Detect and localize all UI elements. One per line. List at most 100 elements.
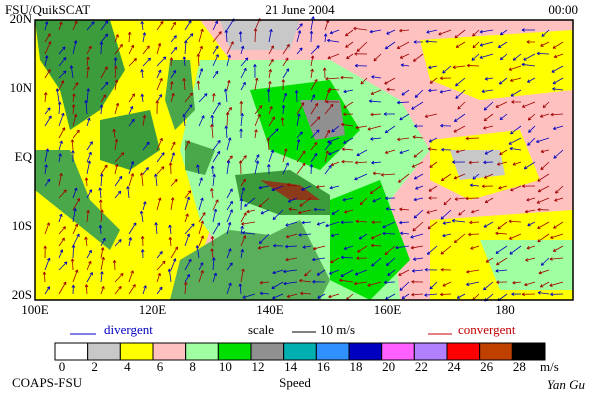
wind-arrow xyxy=(72,93,76,103)
wind-arrow xyxy=(354,281,368,286)
wind-arrow xyxy=(212,208,218,223)
wind-arrow xyxy=(140,235,145,247)
wind-arrow xyxy=(401,89,410,96)
wind-arrow xyxy=(142,114,147,127)
wind-arrow xyxy=(285,221,298,227)
wind-arrow xyxy=(44,21,49,31)
colorbar-swatch xyxy=(87,342,121,361)
wind-arrow xyxy=(340,269,354,277)
wind-arrow xyxy=(527,137,536,146)
wind-arrow xyxy=(508,137,522,145)
wind-arrow xyxy=(128,118,135,127)
wind-arrow xyxy=(58,261,68,271)
wind-arrow xyxy=(198,212,206,223)
wind-arrow xyxy=(540,149,550,154)
wind-arrow xyxy=(154,222,158,235)
wind-arrow xyxy=(225,112,230,127)
wind-arrow xyxy=(44,33,51,43)
wind-arrow xyxy=(281,79,286,91)
wind-arrow xyxy=(552,245,564,252)
wind-arrow xyxy=(268,149,275,163)
wind-arrow xyxy=(479,41,494,47)
wind-arrow xyxy=(472,173,480,180)
wind-arrow xyxy=(296,139,301,151)
wind-arrow xyxy=(296,162,306,175)
wind-arrow xyxy=(212,20,218,31)
wind-arrow xyxy=(212,102,221,115)
wind-arrow xyxy=(58,70,67,79)
wind-arrow xyxy=(552,77,564,85)
wind-arrow xyxy=(540,161,550,171)
wind-arrow xyxy=(240,113,244,127)
wind-arrow xyxy=(537,233,550,243)
wind-arrow xyxy=(44,257,51,271)
wind-arrow xyxy=(537,207,550,212)
wind-arrow xyxy=(526,197,536,202)
wind-arrow xyxy=(481,89,494,94)
wind-arrow xyxy=(226,282,232,295)
wind-arrow xyxy=(239,198,244,211)
wind-arrow xyxy=(266,88,271,103)
wind-arrow xyxy=(184,233,191,247)
wind-arrow xyxy=(168,162,173,175)
wind-arrow xyxy=(271,185,284,192)
wind-arrow xyxy=(428,65,438,70)
wind-arrow xyxy=(484,197,494,204)
wind-arrow xyxy=(524,281,536,287)
wind-arrow xyxy=(212,45,219,55)
wind-arrow xyxy=(114,79,119,91)
wind-arrow xyxy=(240,178,246,187)
wind-arrow xyxy=(266,137,271,151)
wind-arrow xyxy=(198,177,203,187)
wind-arrow xyxy=(428,196,438,200)
wind-arrow xyxy=(497,41,508,49)
wind-arrow xyxy=(198,197,204,211)
wind-arrow xyxy=(330,233,340,238)
wind-arrow xyxy=(184,140,190,151)
wind-arrow xyxy=(453,173,466,180)
wind-arrow xyxy=(239,128,243,139)
wind-arrow xyxy=(223,88,228,103)
wind-arrow xyxy=(413,40,424,44)
wind-arrow xyxy=(140,172,144,187)
wind-arrow xyxy=(355,219,368,224)
wind-arrow xyxy=(414,89,424,98)
wind-arrow xyxy=(170,92,175,103)
wind-arrow xyxy=(412,257,424,261)
wind-arrow xyxy=(538,269,550,275)
wind-arrow xyxy=(128,222,137,235)
wind-arrow xyxy=(84,100,88,115)
lon-label: 100E xyxy=(21,302,49,317)
wind-arrow xyxy=(58,57,67,67)
wind-arrow xyxy=(167,268,172,283)
wind-arrow xyxy=(386,29,396,35)
lat-labels: 20N 10N EQ 10S 20S xyxy=(10,11,33,302)
wind-arrow xyxy=(300,291,312,296)
colorbar-swatch xyxy=(381,342,415,361)
wind-arrow xyxy=(299,278,312,283)
wind-arrow xyxy=(114,43,123,55)
wind-arrow xyxy=(282,68,290,79)
wind-arrow xyxy=(316,269,326,276)
wind-arrow xyxy=(100,94,107,103)
wind-arrow xyxy=(329,29,340,35)
wind-arrow xyxy=(112,128,116,139)
wind-arrow xyxy=(58,226,66,235)
wind-arrow xyxy=(57,101,62,115)
wind-arrow xyxy=(456,293,466,299)
wind-arrow xyxy=(86,66,90,79)
wind-arrow xyxy=(198,262,204,271)
wind-arrow xyxy=(44,115,52,127)
colorbar-swatch xyxy=(413,342,448,361)
wind-arrow xyxy=(310,129,320,139)
wind-arrow xyxy=(427,147,438,151)
footer-left: COAPS-FSU xyxy=(12,375,83,390)
wind-arrow xyxy=(327,53,340,60)
wind-arrow xyxy=(212,54,219,67)
wind-arrow xyxy=(86,88,90,103)
wind-arrow xyxy=(483,101,494,111)
header-right: 00:00 xyxy=(548,2,578,17)
wind-arrow xyxy=(304,269,312,277)
wind-arrow xyxy=(328,269,340,275)
wind-arrow xyxy=(525,257,536,262)
